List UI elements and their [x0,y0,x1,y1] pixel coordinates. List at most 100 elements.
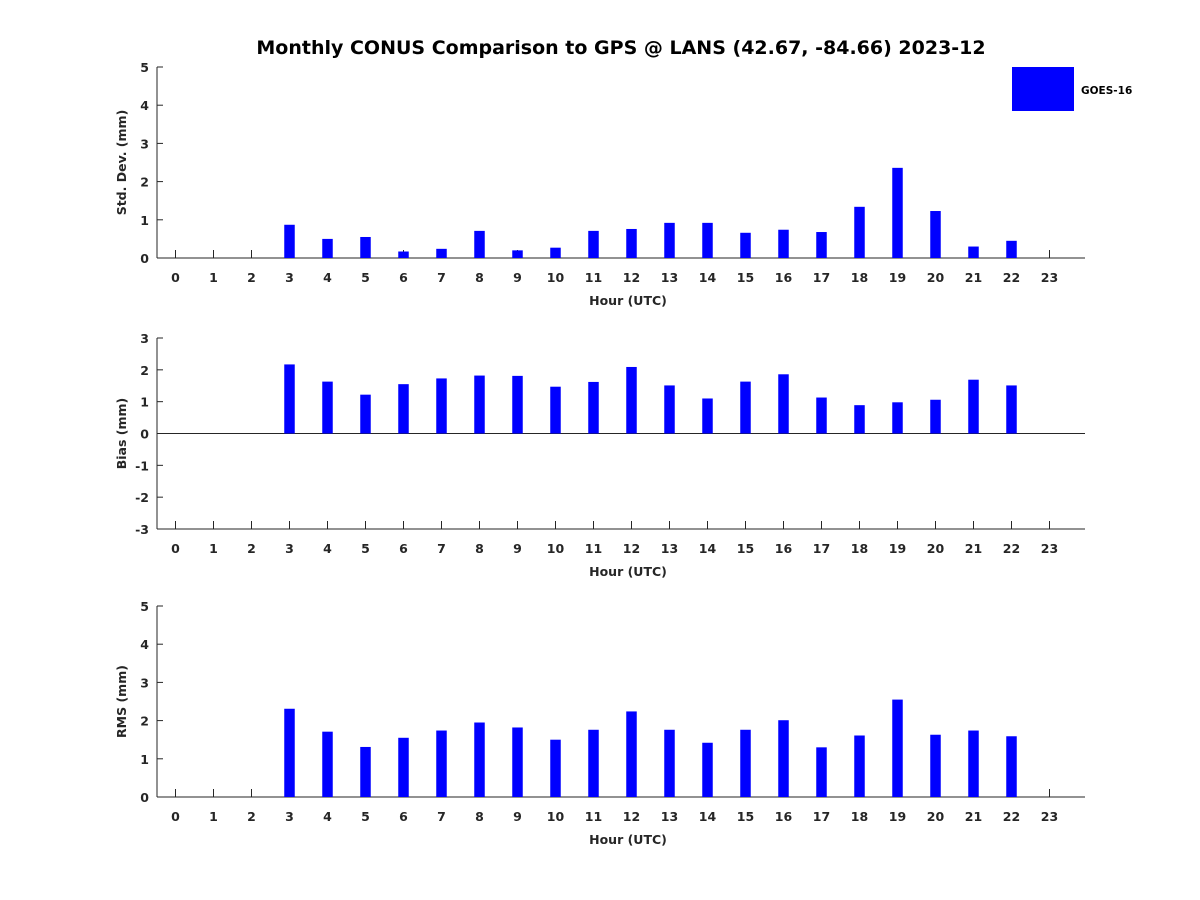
x-tick-label: 22 [1003,541,1020,556]
x-tick-label: 17 [813,541,830,556]
x-tick-label: 19 [889,809,906,824]
x-tick-label: 14 [699,541,717,556]
x-tick-label: 17 [813,270,830,285]
bar-hour-16 [778,720,789,797]
bar-hour-9 [512,250,523,258]
bar-hour-10 [550,739,561,797]
x-tick-label: 17 [813,809,830,824]
x-tick-label: 16 [775,270,793,285]
x-tick-label: 8 [475,809,484,824]
bar-hour-4 [322,381,333,434]
bar-hour-9 [512,727,523,797]
x-tick-label: 22 [1003,809,1020,824]
bar-hour-19 [892,402,903,434]
x-tick-label: 11 [585,809,602,824]
x-tick-label: 6 [399,270,408,285]
x-tick-label: 14 [699,270,717,285]
bar-hour-6 [398,251,409,258]
x-tick-label: 10 [547,270,565,285]
bar-hour-6 [398,384,409,434]
bar-hour-15 [740,729,751,797]
x-tick-label: 2 [247,541,256,556]
x-tick-label: 10 [547,541,565,556]
x-tick-label: 21 [965,270,982,285]
bar-hour-18 [854,405,865,434]
bar-hour-14 [702,742,713,797]
y-tick-label: 1 [140,395,149,410]
x-tick-label: 6 [399,541,408,556]
x-tick-label: 7 [437,809,446,824]
x-tick-label: 4 [323,270,332,285]
bar-hour-17 [816,747,827,797]
bar-hour-7 [436,248,447,258]
x-tick-label: 13 [661,809,678,824]
bar-hour-3 [284,364,295,434]
x-tick-label: 15 [737,541,754,556]
y-tick-label: -3 [135,522,149,537]
bar-hour-14 [702,222,713,258]
bar-hour-11 [588,230,599,258]
bar-hour-6 [398,737,409,797]
bar-hour-20 [930,734,941,797]
bar-hour-5 [360,746,371,797]
x-tick-label: 20 [927,809,945,824]
x-tick-label: 19 [889,541,906,556]
x-tick-label: 16 [775,809,793,824]
bar-hour-10 [550,386,561,434]
x-tick-label: 9 [513,270,522,285]
x-tick-label: 11 [585,270,602,285]
x-tick-label: 22 [1003,270,1020,285]
x-tick-label: 4 [323,541,332,556]
bar-hour-19 [892,167,903,258]
bar-hour-15 [740,381,751,434]
x-tick-label: 21 [965,541,982,556]
y-axis-label: Bias (mm) [114,398,129,470]
x-tick-label: 18 [851,541,868,556]
x-tick-label: 9 [513,541,522,556]
x-tick-label: 6 [399,809,408,824]
x-tick-label: 3 [285,270,294,285]
bar-hour-16 [778,229,789,258]
bar-hour-17 [816,232,827,258]
bar-hour-20 [930,211,941,258]
x-tick-label: 5 [361,809,370,824]
x-tick-label: 18 [851,270,868,285]
bar-hour-15 [740,232,751,258]
x-tick-label: 1 [209,270,218,285]
y-tick-label: -2 [135,490,149,505]
bar-hour-3 [284,224,295,258]
x-tick-label: 19 [889,270,906,285]
x-tick-label: 10 [547,809,565,824]
x-tick-label: 0 [171,809,180,824]
bar-hour-18 [854,206,865,258]
bar-hour-22 [1006,736,1017,797]
x-tick-label: 8 [475,541,484,556]
y-tick-label: 0 [140,790,149,805]
y-tick-label: 2 [140,363,149,378]
x-tick-label: 18 [851,809,868,824]
x-tick-label: 21 [965,809,982,824]
bar-hour-17 [816,397,827,434]
x-tick-label: 5 [361,541,370,556]
bar-hour-19 [892,699,903,797]
y-tick-label: 1 [140,752,149,767]
x-tick-label: 23 [1041,270,1058,285]
x-tick-label: 20 [927,541,945,556]
x-tick-label: 8 [475,270,484,285]
bar-hour-21 [968,730,979,797]
x-tick-label: 4 [323,809,332,824]
x-tick-label: 15 [737,809,754,824]
y-tick-label: 5 [140,599,149,614]
bar-hour-4 [322,238,333,258]
bar-hour-14 [702,398,713,434]
x-axis-label: Hour (UTC) [589,832,667,847]
y-axis-label: RMS (mm) [114,665,129,738]
bar-hour-8 [474,375,485,434]
bar-hour-8 [474,722,485,797]
bar-hour-5 [360,394,371,434]
